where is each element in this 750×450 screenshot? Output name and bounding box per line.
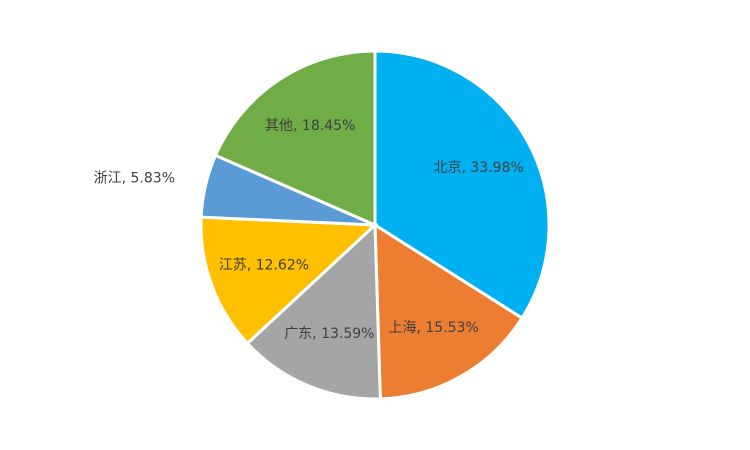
pie-slice [245,221,382,401]
pie-slice [199,215,379,346]
data-label: 江苏, 12.62% [219,258,309,274]
data-label: 上海, 15.53% [389,320,479,336]
data-label: 广东, 13.59% [284,326,374,342]
pie-slice [373,222,525,401]
pie-slice [213,49,377,228]
data-label: 其他, 18.45% [265,118,355,134]
data-label: 浙江, 5.83% [94,171,175,187]
data-label: 北京, 33.98% [434,160,524,176]
